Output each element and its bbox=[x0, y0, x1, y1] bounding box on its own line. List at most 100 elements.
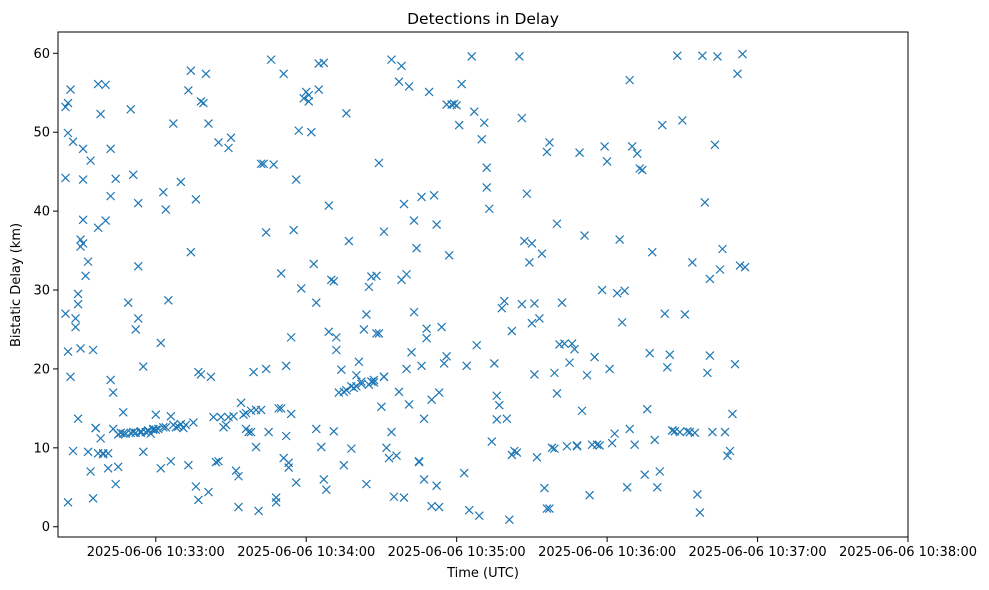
data-point bbox=[570, 344, 579, 354]
data-point bbox=[361, 479, 371, 489]
data-point bbox=[324, 327, 334, 337]
y-tick-label: 50 bbox=[33, 126, 50, 141]
data-point bbox=[713, 52, 722, 61]
data-point bbox=[642, 404, 652, 414]
data-point bbox=[374, 158, 384, 168]
data-point bbox=[361, 310, 371, 319]
data-point bbox=[417, 361, 426, 371]
data-point bbox=[677, 115, 687, 125]
data-point bbox=[740, 262, 750, 272]
data-point bbox=[341, 108, 351, 118]
data-point bbox=[682, 426, 692, 436]
data-point bbox=[708, 427, 717, 437]
data-point bbox=[103, 448, 113, 458]
data-point bbox=[697, 51, 707, 61]
data-point bbox=[106, 144, 116, 154]
data-point bbox=[369, 377, 379, 387]
data-point bbox=[181, 420, 191, 430]
data-point bbox=[344, 236, 354, 246]
data-point bbox=[384, 453, 394, 463]
data-point bbox=[66, 372, 75, 382]
data-point bbox=[399, 199, 409, 209]
data-point bbox=[256, 405, 266, 415]
data-point bbox=[379, 227, 389, 237]
data-point bbox=[254, 506, 264, 516]
data-point bbox=[565, 358, 574, 368]
data-point bbox=[439, 358, 449, 368]
data-point bbox=[492, 391, 502, 401]
data-point bbox=[542, 504, 552, 514]
data-point bbox=[314, 85, 324, 95]
data-point bbox=[118, 429, 128, 439]
data-point bbox=[91, 423, 101, 433]
data-point bbox=[715, 265, 725, 274]
data-point bbox=[63, 347, 73, 356]
data-point bbox=[161, 422, 171, 432]
data-point bbox=[246, 427, 256, 437]
data-point bbox=[414, 456, 424, 466]
data-point bbox=[86, 156, 96, 166]
data-point bbox=[434, 388, 444, 398]
data-point bbox=[88, 345, 98, 355]
data-point bbox=[78, 175, 88, 184]
data-point bbox=[389, 492, 399, 502]
data-point bbox=[512, 448, 522, 457]
x-tick-label: 2025-06-06 10:33:00 bbox=[87, 545, 225, 560]
data-point bbox=[540, 483, 549, 493]
data-point bbox=[412, 243, 421, 253]
data-point bbox=[188, 418, 198, 428]
data-point bbox=[71, 322, 80, 332]
data-point bbox=[432, 220, 442, 229]
data-point bbox=[291, 175, 301, 184]
data-point bbox=[113, 462, 123, 472]
data-point bbox=[402, 364, 411, 374]
data-point bbox=[61, 102, 70, 112]
data-point bbox=[111, 174, 121, 184]
data-point bbox=[73, 289, 83, 299]
y-tick-label: 60 bbox=[33, 47, 50, 62]
data-point bbox=[196, 97, 206, 106]
data-point bbox=[462, 361, 472, 371]
data-point bbox=[341, 385, 351, 395]
data-point bbox=[101, 80, 111, 90]
data-point bbox=[387, 427, 396, 437]
data-point bbox=[477, 134, 487, 144]
data-point bbox=[720, 427, 730, 437]
data-point bbox=[700, 198, 710, 207]
data-point bbox=[146, 429, 156, 439]
data-point bbox=[404, 400, 414, 409]
data-point bbox=[294, 126, 304, 136]
data-point bbox=[449, 99, 459, 109]
data-point bbox=[108, 388, 118, 398]
data-point bbox=[366, 377, 376, 386]
data-point bbox=[354, 357, 364, 367]
data-point bbox=[635, 164, 645, 173]
data-point bbox=[522, 189, 532, 199]
data-point bbox=[299, 93, 309, 103]
y-tick-label: 40 bbox=[33, 205, 50, 220]
data-point bbox=[667, 426, 677, 435]
data-point bbox=[231, 466, 241, 476]
data-point bbox=[68, 137, 78, 147]
data-point bbox=[241, 408, 251, 418]
data-point bbox=[68, 446, 78, 456]
data-point bbox=[133, 314, 143, 323]
data-point bbox=[274, 403, 284, 413]
data-point bbox=[356, 379, 366, 389]
data-point bbox=[572, 441, 582, 451]
data-point bbox=[637, 165, 647, 175]
data-point bbox=[66, 85, 75, 95]
data-point bbox=[281, 431, 291, 441]
data-point bbox=[427, 501, 437, 511]
data-point bbox=[193, 495, 203, 505]
data-point bbox=[627, 141, 637, 151]
data-point bbox=[547, 443, 557, 453]
data-point bbox=[662, 362, 672, 372]
data-point bbox=[692, 489, 702, 499]
data-point bbox=[377, 402, 386, 412]
data-point bbox=[479, 118, 489, 128]
data-point bbox=[577, 406, 587, 416]
data-point bbox=[550, 444, 559, 454]
x-tick-label: 2025-06-06 10:35:00 bbox=[388, 545, 526, 560]
data-point bbox=[622, 482, 632, 492]
